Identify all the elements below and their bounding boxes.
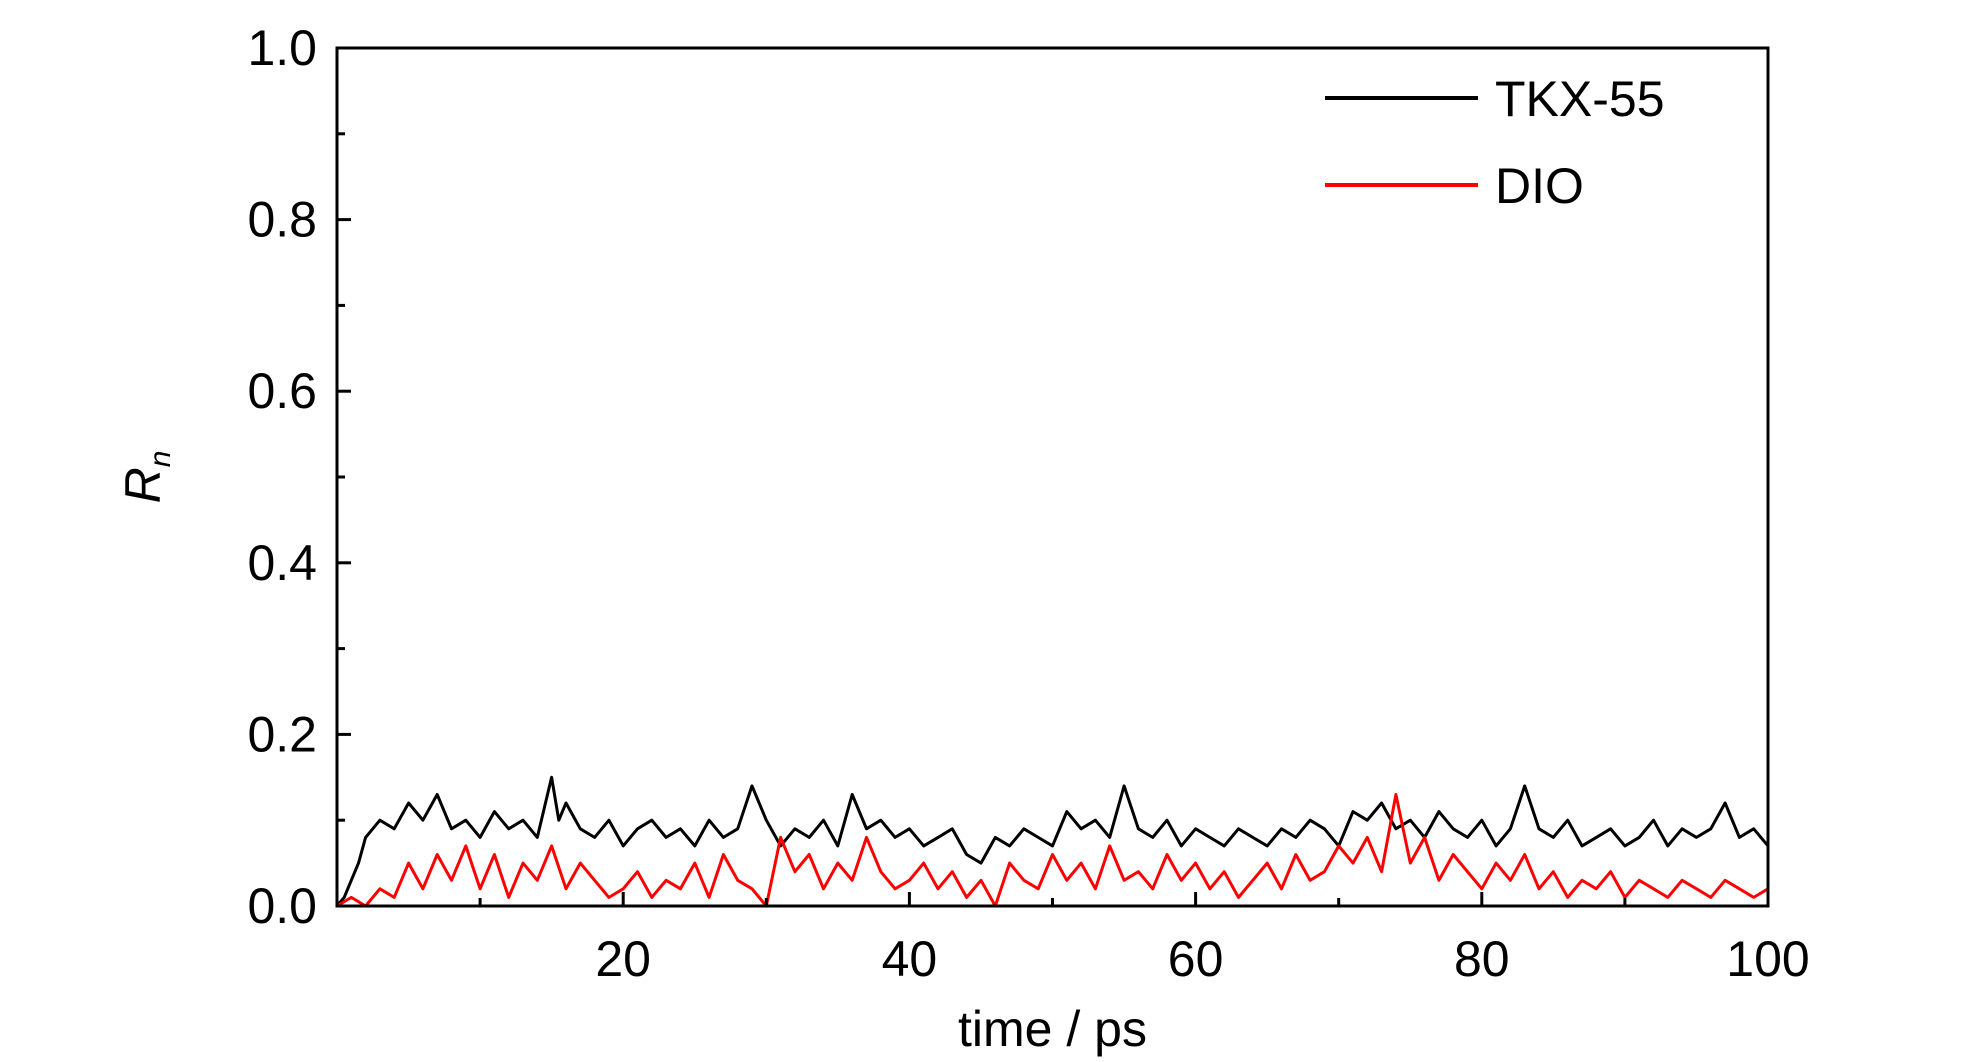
x-tick-label: 100 <box>1726 931 1809 987</box>
series-line-tkx-55 <box>335 775 1770 907</box>
y-tick-label: 0.2 <box>247 706 317 762</box>
y-tick-label: 0.4 <box>247 535 317 591</box>
series-line-dio <box>336 793 1769 908</box>
y-axis-ticks: 0.0 0.2 0.4 0.6 0.8 1.0 <box>247 20 351 934</box>
x-tick-label: 20 <box>595 931 651 987</box>
x-tick-label: 80 <box>1454 931 1510 987</box>
legend-label-tkx-55: TKX-55 <box>1495 71 1665 127</box>
plot-area <box>335 775 1770 908</box>
x-tick-label: 40 <box>882 931 938 987</box>
x-axis-ticks: 20 40 60 80 100 <box>478 892 1810 987</box>
y-axis-title-subscript: n <box>144 451 177 468</box>
y-tick-label: 0.8 <box>247 192 317 248</box>
y-tick-label: 0.0 <box>247 878 317 934</box>
x-tick-label: 60 <box>1168 931 1224 987</box>
legend-label-dio: DIO <box>1495 158 1584 214</box>
y-axis-title: Rn <box>115 451 177 504</box>
x-axis-title: time / ps <box>958 1001 1147 1057</box>
y-axis-title-main: R <box>115 467 171 503</box>
y-tick-label: 1.0 <box>247 20 317 76</box>
legend: TKX-55 DIO <box>1325 71 1665 214</box>
y-tick-label: 0.6 <box>247 363 317 419</box>
